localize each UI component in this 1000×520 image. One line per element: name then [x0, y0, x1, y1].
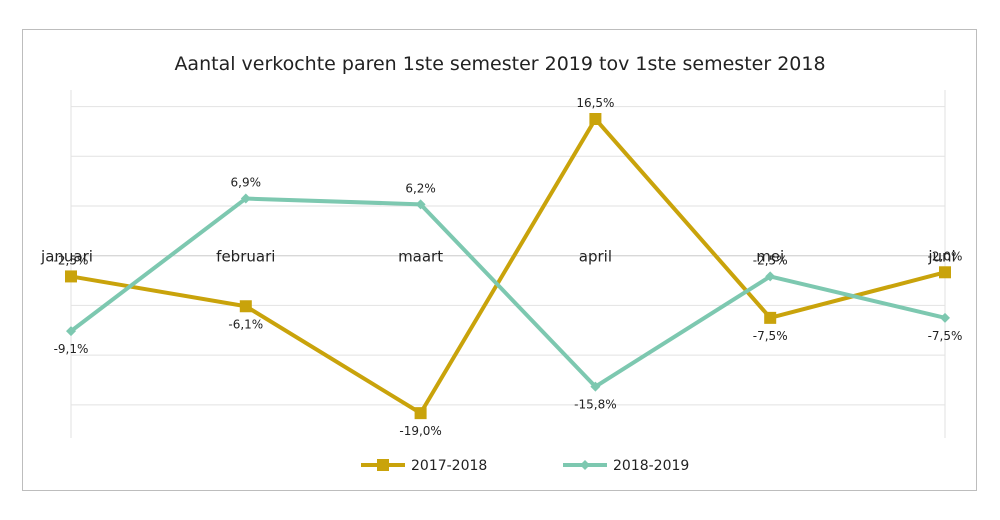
category-label-januari: januari [40, 248, 93, 266]
data-label-2018-2019-april: -15,8% [574, 398, 616, 412]
category-labels: januari februari maart april mei juni [40, 248, 956, 266]
marker-2018-2019-juni [940, 312, 950, 323]
legend: 2017-2018 2018-2019 [361, 458, 689, 474]
data-label-2017-2018-april: 16,5% [576, 96, 614, 110]
data-label-2018-2019-februari: 6,9% [231, 176, 261, 190]
data-label-2017-2018-mei: -7,5% [753, 329, 788, 343]
data-label-2017-2018-januari: -2,5% [54, 253, 89, 267]
chart-title: Aantal verkochte paren 1ste semester 201… [174, 53, 825, 75]
marker-2018-2019-maart [415, 199, 426, 210]
marker-2017-2018-april [589, 113, 602, 125]
marker-2017-2018-juni [939, 266, 951, 279]
data-label-2018-2019-juni: -7,5% [928, 329, 963, 343]
category-label-februari: februari [216, 248, 275, 266]
marker-2018-2019-januari [66, 326, 76, 337]
gridlines [70, 90, 946, 438]
category-label-april: april [579, 248, 612, 266]
series-line-2018-2019 [69, 196, 946, 389]
marker-2018-2019-mei [765, 271, 776, 282]
data-labels: -2,5% -6,1% -19,0% 16,5% -7,5% -2,0% -9,1% 6,9%… [54, 96, 963, 438]
marker-2017-2018-maart [414, 407, 427, 420]
data-label-2017-2018-juni: -2,0% [928, 249, 963, 263]
category-label-maart: maart [398, 248, 443, 266]
category-label-juni: juni [927, 248, 955, 266]
data-label-2017-2018-februari: -6,1% [228, 317, 263, 331]
marker-2017-2018-januari [65, 270, 77, 283]
legend-marker-2018-2019 [580, 460, 590, 470]
series-line-2017-2018 [70, 117, 946, 416]
marker-2017-2018-februari [239, 300, 252, 313]
data-label-2017-2018-maart: -19,0% [399, 424, 441, 438]
line-chart: Aantal verkochte paren 1ste semester 201… [40, 53, 963, 474]
legend-label-2017-2018: 2017-2018 [411, 458, 487, 474]
legend-label-2018-2019: 2018-2019 [613, 458, 689, 474]
marker-2018-2019-april [590, 381, 601, 392]
series-markers [65, 113, 951, 420]
legend-marker-2017-2018 [377, 459, 389, 471]
chart-frame: Aantal verkochte paren 1ste semester 201… [22, 29, 977, 491]
data-label-2018-2019-mei: -2,5% [753, 253, 788, 267]
marker-2017-2018-mei [764, 311, 777, 324]
series-lines [69, 117, 946, 416]
data-label-2018-2019-maart: 6,2% [405, 181, 436, 195]
category-label-mei: mei [756, 248, 784, 266]
marker-2018-2019-februari [240, 193, 251, 204]
data-label-2018-2019-januari: -9,1% [54, 342, 89, 356]
